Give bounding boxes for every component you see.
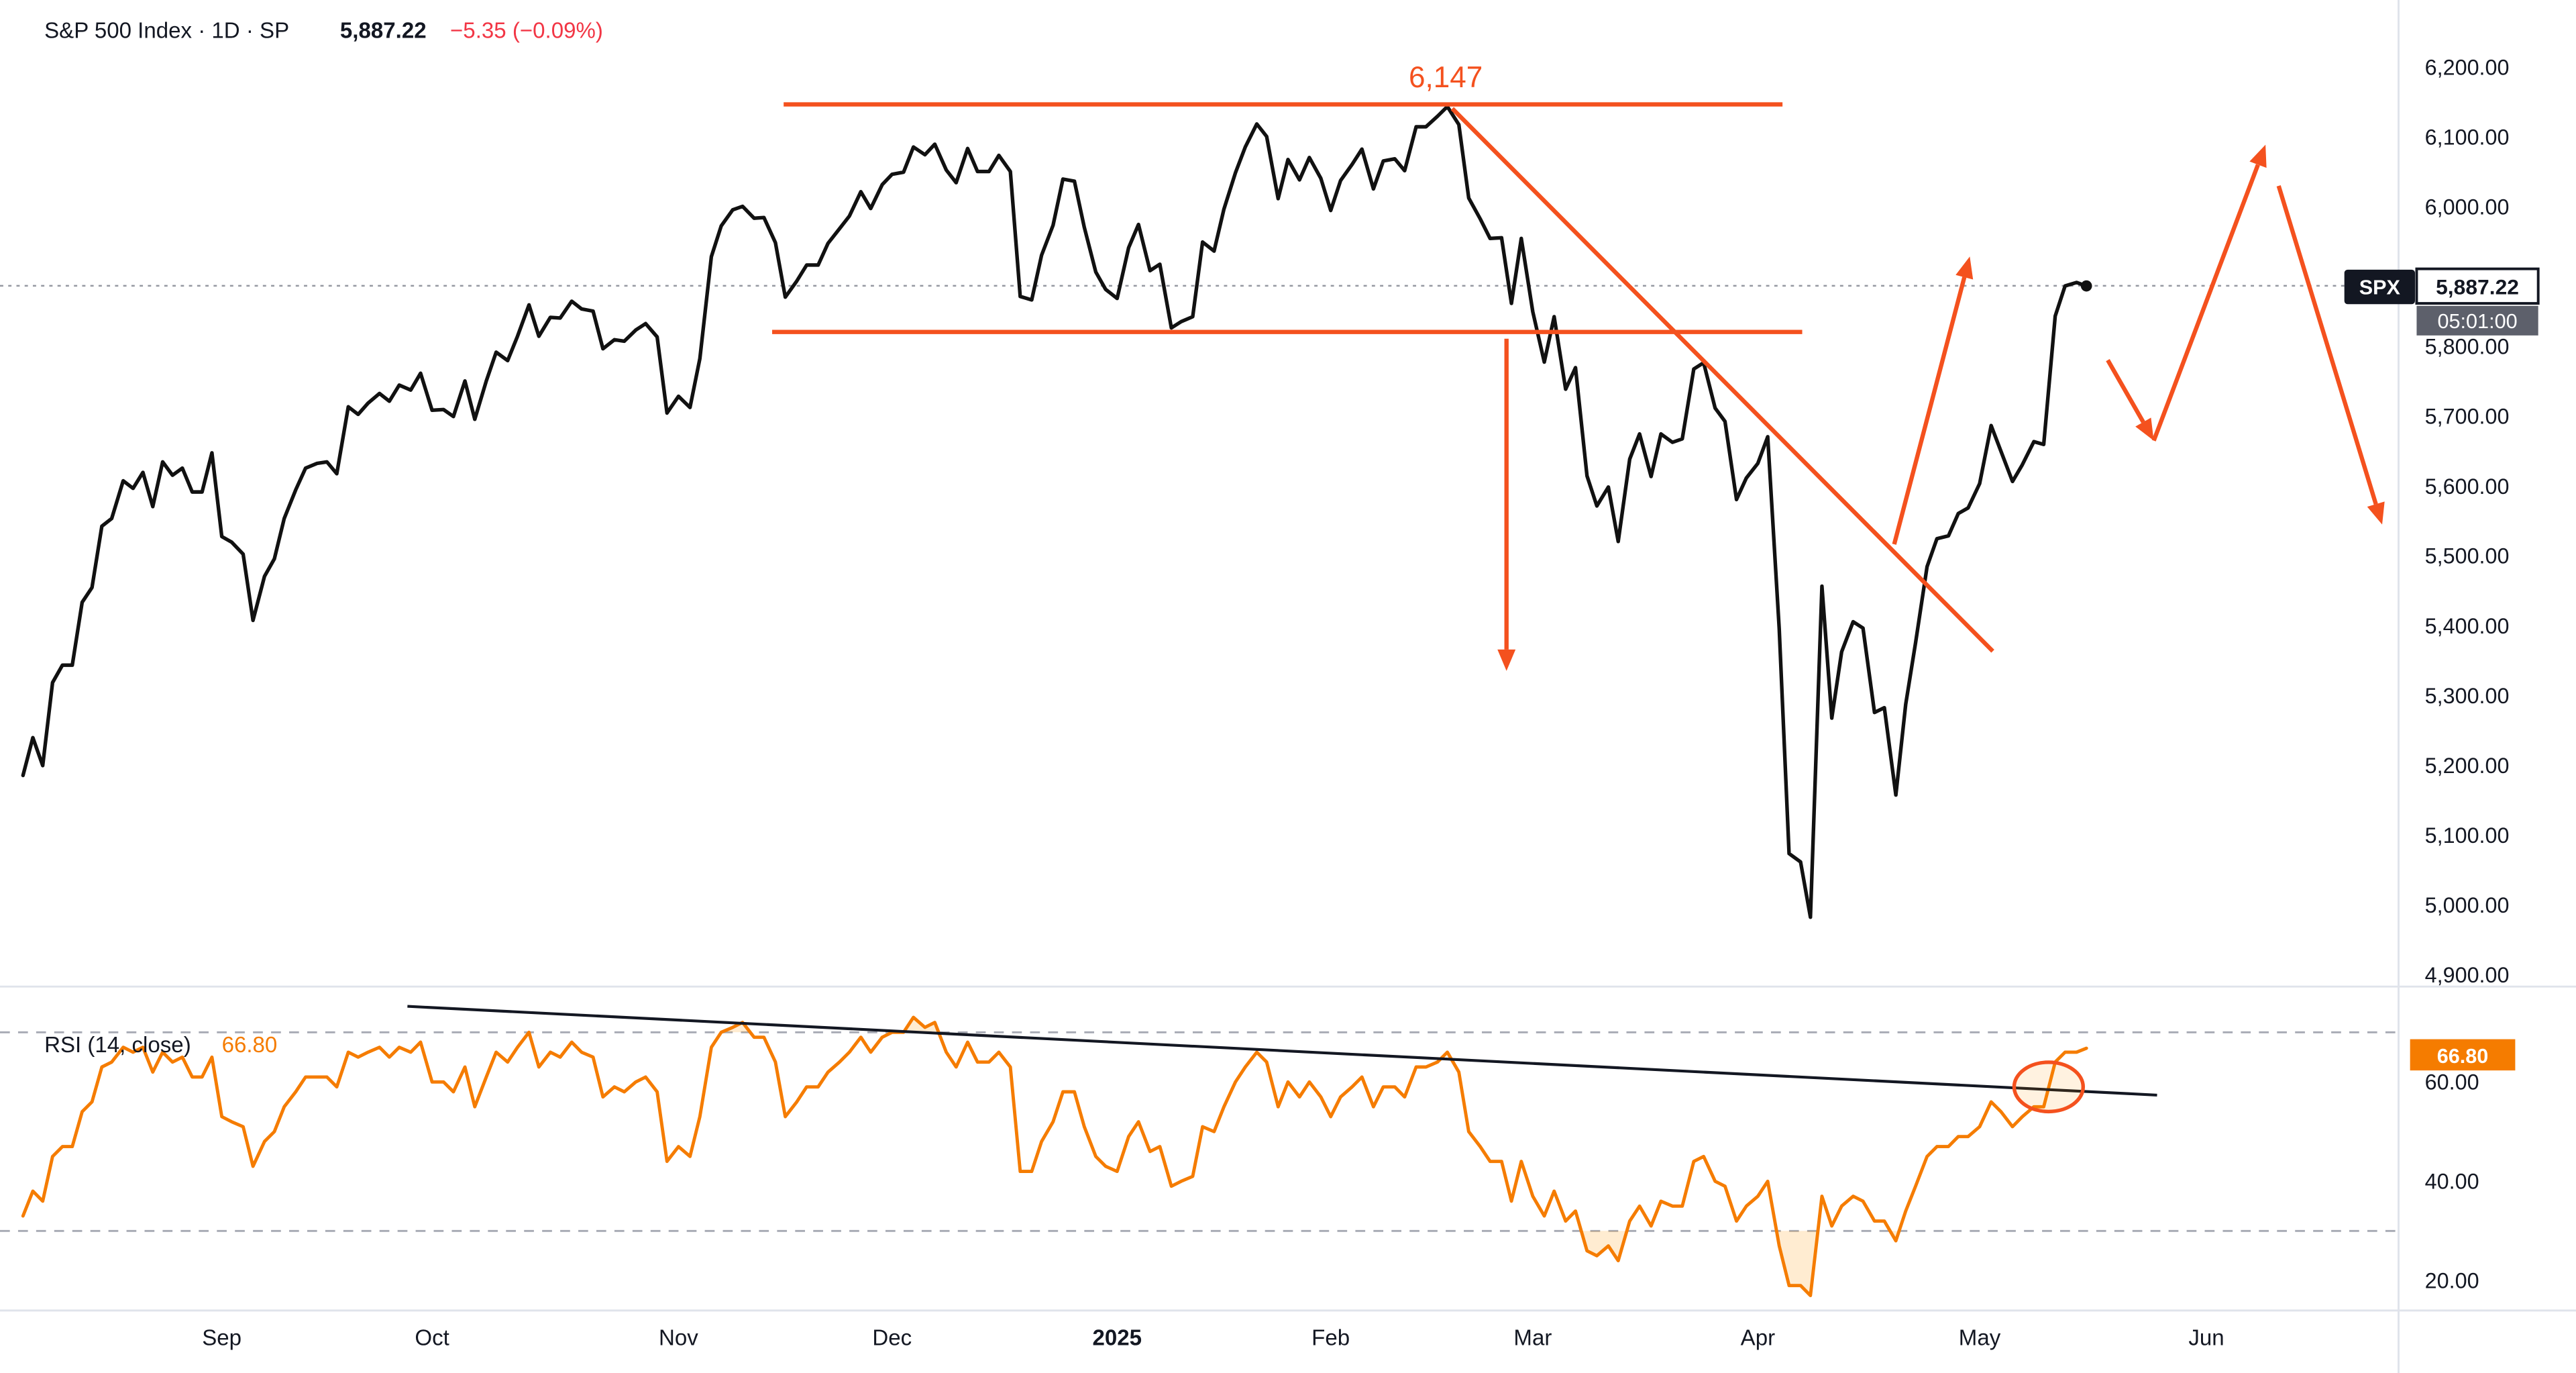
rsi-legend-value: 66.80	[222, 1033, 278, 1058]
time-axis-label[interactable]: Nov	[659, 1325, 698, 1350]
time-axis-label[interactable]: Jun	[2188, 1325, 2224, 1350]
price-change-text: −5.35 (−0.09%)	[450, 18, 603, 43]
time-axis-label[interactable]: Apr	[1741, 1325, 1775, 1350]
price-axis-label[interactable]: 5,800.00	[2425, 335, 2510, 359]
countdown-badge-text: 05:01:00	[2437, 310, 2517, 333]
symbol-legend[interactable]: S&P 500 Index · 1D · SP	[44, 18, 289, 43]
time-axis-label[interactable]: Feb	[1311, 1325, 1350, 1350]
arrow-drawing-head[interactable]	[2135, 417, 2154, 441]
price-axis-label[interactable]: 6,200.00	[2425, 55, 2510, 79]
arrow-drawing-line[interactable]	[2276, 185, 2378, 505]
time-axis-label[interactable]: Oct	[415, 1325, 449, 1350]
time-axis-label[interactable]: May	[1959, 1325, 2001, 1350]
price-axis-label[interactable]: 4,900.00	[2425, 963, 2510, 987]
arrow-drawing-line[interactable]	[1892, 276, 1967, 545]
arrow-drawing-line[interactable]	[2151, 164, 2260, 442]
rsi-legend[interactable]: RSI (14, close)	[44, 1033, 191, 1058]
price-badge	[2415, 267, 2540, 305]
arrow-drawing-head[interactable]	[2249, 144, 2267, 168]
time-axis-label[interactable]: Sep	[202, 1325, 241, 1350]
resistance-level-label: 6,147	[1409, 61, 1483, 94]
rsi-line[interactable]	[21, 1015, 2088, 1298]
price-axis-label[interactable]: 6,100.00	[2425, 125, 2510, 150]
rsi-value-badge-text: 66.80	[2437, 1045, 2489, 1068]
price-badge-text: 5,887.22	[2436, 275, 2519, 299]
countdown-badge	[2416, 305, 2538, 336]
arrow-drawing-head[interactable]	[2367, 501, 2385, 525]
price-axis-label[interactable]: 5,700.00	[2425, 405, 2510, 429]
rsi-axis-label[interactable]: 60.00	[2425, 1070, 2479, 1094]
rsi-breakout-circle-drawing[interactable]	[2012, 1060, 2085, 1114]
rsi-trendline-drawing[interactable]	[407, 1005, 2157, 1097]
time-axis-label[interactable]: Mar	[1513, 1325, 1552, 1350]
rsi-band-fill	[1776, 1231, 1818, 1296]
price-axis-label[interactable]: 6,000.00	[2425, 195, 2510, 219]
arrow-drawing-head[interactable]	[1955, 256, 1974, 280]
symbol-badge	[2344, 269, 2415, 305]
price-axis-label[interactable]: 5,300.00	[2425, 684, 2510, 708]
time-axis-label[interactable]: Dec	[872, 1325, 912, 1350]
last-price-text: 5,887.22	[340, 18, 427, 43]
arrow-drawing-line[interactable]	[2106, 359, 2145, 423]
symbol-badge-text: SPX	[2359, 276, 2401, 299]
price-line[interactable]	[21, 105, 2088, 919]
price-axis-label[interactable]: 5,500.00	[2425, 544, 2510, 568]
price-axis-label[interactable]: 5,000.00	[2425, 893, 2510, 917]
price-axis-label[interactable]: 5,400.00	[2425, 614, 2510, 638]
rsi-axis-label[interactable]: 40.00	[2425, 1169, 2479, 1193]
price-axis-label[interactable]: 5,100.00	[2425, 823, 2510, 848]
last-price-dot	[2080, 280, 2092, 292]
trendline-drawing[interactable]	[1450, 107, 1994, 653]
arrow-drawing-head[interactable]	[1497, 649, 1516, 671]
time-axis-label[interactable]: 2025	[1093, 1325, 1142, 1350]
price-axis-label[interactable]: 5,600.00	[2425, 474, 2510, 499]
rsi-axis-label[interactable]: 20.00	[2425, 1268, 2479, 1292]
price-axis-label[interactable]: 5,200.00	[2425, 754, 2510, 778]
rsi-value-badge	[2410, 1039, 2516, 1071]
